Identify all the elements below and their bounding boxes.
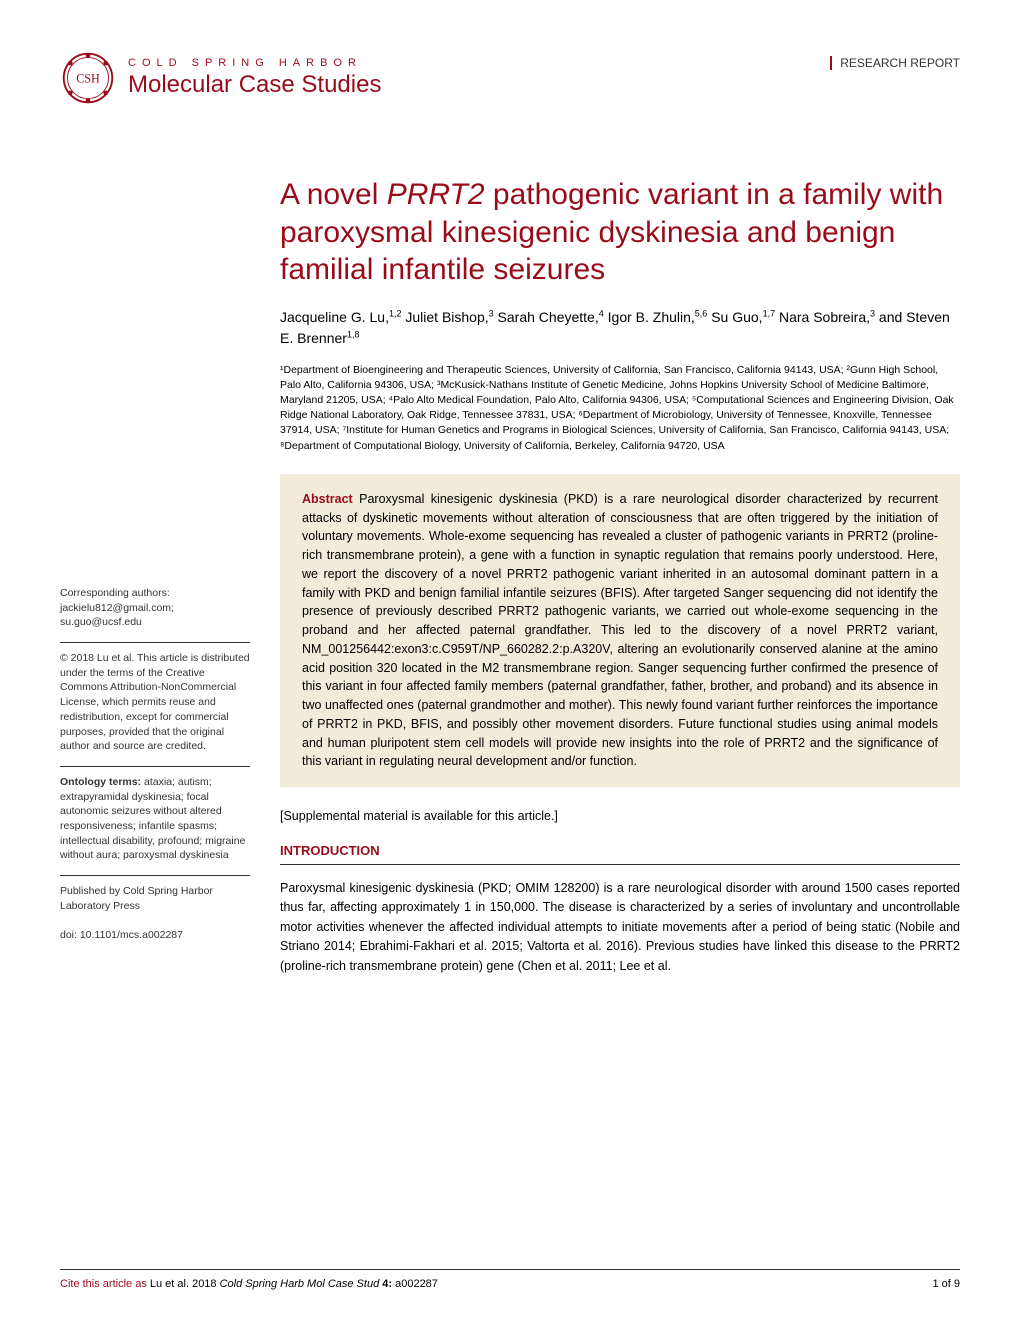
supplemental-note: [Supplemental material is available for … <box>280 809 960 823</box>
page-footer: Cite this article as Lu et al. 2018 Cold… <box>60 1269 960 1290</box>
intro-paragraph: Paroxysmal kinesigenic dyskinesia (PKD; … <box>280 879 960 976</box>
abstract-text: Paroxysmal kinesigenic dyskinesia (PKD) … <box>302 492 938 769</box>
title-pre: A novel <box>280 178 387 211</box>
corresponding-label: Corresponding authors: <box>60 587 170 599</box>
svg-text:CSH: CSH <box>76 72 100 86</box>
citation: Cite this article as Lu et al. 2018 Cold… <box>60 1278 438 1290</box>
abstract-box: Abstract Paroxysmal kinesigenic dyskines… <box>280 474 960 787</box>
journal-name: Molecular Case Studies <box>128 71 381 99</box>
publisher-name: Published by Cold Spring Harbor Laborato… <box>60 884 250 913</box>
publisher-org: COLD SPRING HARBOR <box>128 57 381 69</box>
publisher-info: Published by Cold Spring Harbor Laborato… <box>60 875 250 943</box>
cite-authors: Lu et al. 2018 <box>150 1278 220 1290</box>
journal-brand: CSH COLD SPRING HARBOR Molecular Case St… <box>60 50 381 106</box>
main-content: A novel PRRT2 pathogenic variant in a fa… <box>280 176 960 976</box>
article-type: RESEARCH REPORT <box>830 56 960 70</box>
doi: doi: 10.1101/mcs.a002287 <box>60 928 250 943</box>
abstract-label: Abstract <box>302 492 353 506</box>
cite-journal: Cold Spring Harb Mol Case Stud <box>220 1278 383 1290</box>
corresponding-emails: jackielu812@gmail.com; su.guo@ucsf.edu <box>60 602 174 629</box>
title-gene: PRRT2 <box>387 178 485 211</box>
cite-id: a002287 <box>395 1278 438 1290</box>
ontology-label: Ontology terms: <box>60 776 141 788</box>
article-title: A novel PRRT2 pathogenic variant in a fa… <box>280 176 960 289</box>
author-list: Jacqueline G. Lu,1,2 Juliet Bishop,3 Sar… <box>280 307 960 349</box>
ontology-list: ataxia; autism; extrapyramidal dyskinesi… <box>60 776 245 861</box>
affiliations: ¹Department of Bioengineering and Therap… <box>280 363 960 454</box>
intro-heading: INTRODUCTION <box>280 843 960 865</box>
cite-label: Cite this article as <box>60 1278 150 1290</box>
page-header: CSH COLD SPRING HARBOR Molecular Case St… <box>60 50 960 106</box>
csh-logo-icon: CSH <box>60 50 116 106</box>
cite-volume: 4: <box>382 1278 395 1290</box>
page-number: 1 of 9 <box>932 1278 960 1290</box>
ontology-terms: Ontology terms: ataxia; autism; extrapyr… <box>60 766 250 863</box>
corresponding-authors: Corresponding authors: jackielu812@gmail… <box>60 586 250 630</box>
license-text: © 2018 Lu et al. This article is distrib… <box>60 642 250 754</box>
sidebar: Corresponding authors: jackielu812@gmail… <box>60 176 250 976</box>
